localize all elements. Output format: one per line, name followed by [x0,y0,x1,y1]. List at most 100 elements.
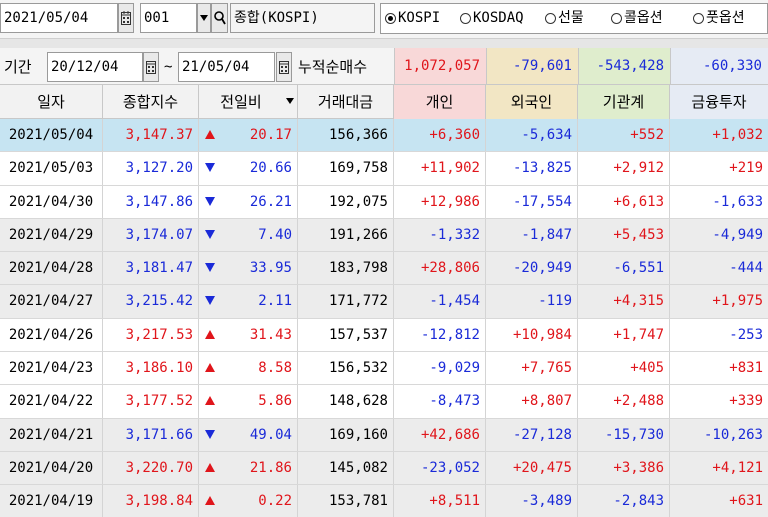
table-row[interactable]: 2021/04/29 3,174.07 7.40 191,266 -1,332 -1,84… [0,218,768,253]
cell-change: 2.11 [199,285,298,318]
triangle-up-icon [205,329,215,339]
cell-financial: +1,032 [712,127,763,143]
table-row[interactable]: 2021/04/30 3,147.86 26.21 192,075 +12,986 -17… [0,185,768,219]
table-row[interactable]: 2021/04/28 3,181.47 33.95 183,798 +28,806 -20… [0,252,768,286]
table-row[interactable]: 2021/04/26 3,217.53 31.43 157,537 -12,812 +10… [0,318,768,353]
cell-financial: +631 [729,493,763,510]
cell-index: 3,220.70 [103,451,199,485]
cell-financial: +4,121 [712,459,763,476]
cell-foreign: -119 [486,285,578,318]
cell-financial: -444 [729,260,763,277]
radio-selected-icon [385,13,396,24]
cell-date: 2021/04/21 [0,418,103,451]
cell-index: 3,127.20 [103,152,199,185]
col-volume-header[interactable]: 거래대금 [298,85,394,119]
sum-institution: -543,428 [578,48,670,84]
table-row[interactable]: 2021/04/23 3,186.10 8.58 156,532 -9,029 +7,76… [0,352,768,386]
radio-call-option[interactable]: 콜옵션 [611,4,663,33]
triangle-up-icon [205,496,215,506]
sort-down-icon[interactable] [286,98,294,104]
radio-unselected-icon [460,13,471,24]
col-financial-header[interactable]: 금융투자 [670,85,768,119]
cell-index: 3,174.07 [103,218,199,252]
radio-put-option[interactable]: 풋옵션 [693,4,745,33]
cell-volume: 145,082 [298,451,394,485]
cell-change: 20.17 [199,119,298,152]
period-bar: 기간 20/12/04 ~ 21/05/04 누적순매수 1,072,057 -… [0,48,768,84]
cell-individual: -1,332 [394,218,486,252]
cell-institution: +4,315 [578,285,670,318]
cell-individual: +11,902 [394,152,486,185]
col-institution-header[interactable]: 기관계 [578,85,670,119]
cell-date: 2021/04/29 [0,218,103,252]
table-row[interactable]: 2021/04/22 3,177.52 5.86 148,628 -8,473 +8,80… [0,385,768,419]
table-header: 일자 종합지수 전일비 거래대금 개인 외국인 기관계 금융투자 [0,84,768,119]
cell-institution: +3,386 [578,451,670,485]
cell-change: 26.21 [199,185,298,218]
radio-unselected-icon [611,13,622,24]
col-foreign-header[interactable]: 외국인 [486,85,578,119]
cell-date: 2021/04/26 [0,318,103,352]
sum-financial: -60,330 [670,48,768,84]
cell-financial: +339 [729,393,763,410]
cell-institution: +1,747 [578,318,670,352]
cell-financial: -253 [729,326,763,343]
index-name-field: 종합(KOSPI) [230,3,375,33]
cell-foreign: +10,984 [486,318,578,352]
cell-foreign: -3,489 [486,485,578,517]
triangle-down-icon [205,296,215,306]
col-date-header[interactable]: 일자 [0,85,103,119]
cell-financial: +1,975 [712,293,763,310]
cell-date: 2021/04/19 [0,485,103,517]
radio-futures[interactable]: 선물 [545,4,584,33]
table-row[interactable]: 2021/04/19 3,198.84 0.22 153,781 +8,511 -3,48… [0,485,768,517]
cell-change: 21.86 [199,451,298,485]
calendar-icon[interactable] [276,52,292,82]
cell-date: 2021/05/03 [0,152,103,185]
cell-index: 3,215.42 [103,285,199,318]
col-change-header[interactable]: 전일비 [199,85,298,119]
cell-volume: 153,781 [298,485,394,517]
table-row[interactable]: 2021/04/21 3,171.66 49.04 169,160 +42,686 -27… [0,418,768,452]
calendar-icon[interactable] [143,52,159,82]
calendar-icon[interactable] [118,3,134,33]
triangle-up-icon [205,462,215,472]
cell-date: 2021/04/23 [0,352,103,385]
cumulative-net-buy-label: 누적순매수 [298,58,368,76]
cell-institution: -6,551 [578,252,670,285]
radio-kospi[interactable]: KOSPI [385,4,440,33]
cell-individual: -9,029 [394,352,486,385]
col-index-header[interactable]: 종합지수 [103,85,199,119]
table-row[interactable]: 2021/05/04 3,147.37 20.17 156,366 +6,360 -5,6… [0,119,768,153]
start-date-input[interactable]: 20/12/04 [47,52,143,82]
end-date-input[interactable]: 21/05/04 [178,52,275,82]
triangle-down-icon [205,196,215,206]
radio-kosdaq[interactable]: KOSDAQ [460,4,524,33]
table-row[interactable]: 2021/05/03 3,127.20 20.66 169,758 +11,902 -13… [0,152,768,186]
cell-individual: -23,052 [394,451,486,485]
cell-institution: +552 [578,119,670,152]
search-icon[interactable] [211,3,228,33]
cell-individual: -8,473 [394,385,486,418]
cell-change: 20.66 [199,152,298,185]
data-table-body: 2021/05/04 3,147.37 20.17 156,366 +6,360 -5,6… [0,119,768,517]
cell-institution: +405 [578,352,670,385]
cell-index: 3,147.37 [103,119,199,152]
chevron-down-icon[interactable] [197,3,211,33]
table-row[interactable]: 2021/04/27 3,215.42 2.11 171,772 -1,454 -119 +… [0,285,768,319]
cell-index: 3,147.86 [103,185,199,218]
cell-institution: +2,912 [578,152,670,185]
period-label: 기간 [4,58,32,76]
cell-date: 2021/04/27 [0,285,103,318]
cell-date: 2021/04/20 [0,451,103,485]
table-row[interactable]: 2021/04/20 3,220.70 21.86 145,082 -23,052 +20… [0,451,768,486]
cell-financial: +219 [729,160,763,177]
cell-financial: -4,949 [712,226,763,243]
col-individual-header[interactable]: 개인 [394,85,486,119]
cell-change: 0.22 [199,485,298,517]
date-input[interactable]: 2021/05/04 [0,3,118,33]
cell-volume: 171,772 [298,285,394,318]
sum-individual: 1,072,057 [394,48,486,84]
index-code-input[interactable]: 001 [140,3,197,33]
cell-individual: -12,812 [394,318,486,352]
